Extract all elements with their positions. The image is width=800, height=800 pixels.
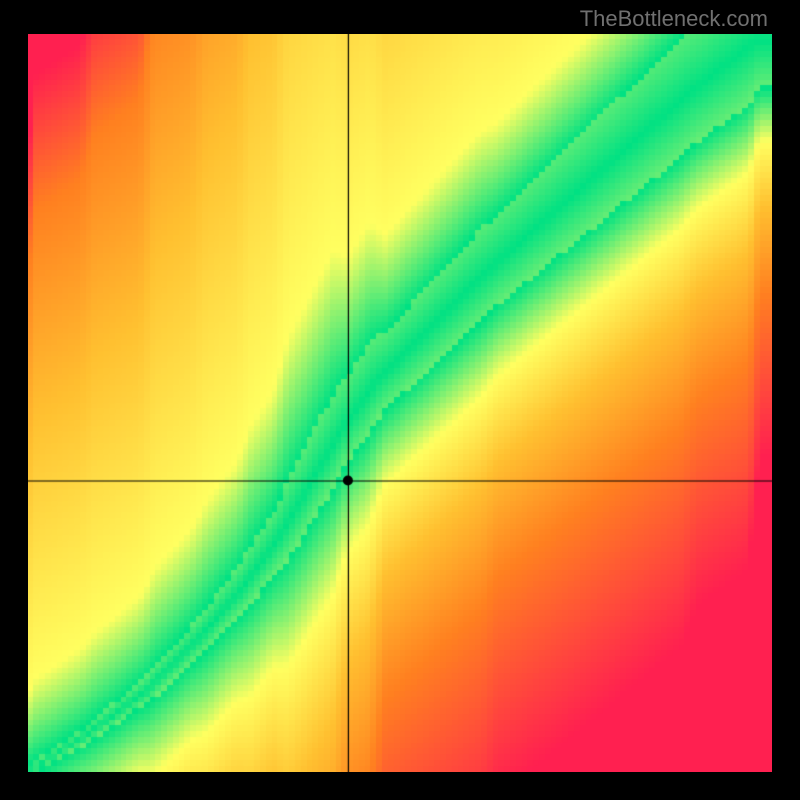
- heatmap-canvas: [28, 34, 772, 772]
- watermark-text: TheBottleneck.com: [580, 6, 768, 32]
- heatmap-plot: [28, 34, 772, 772]
